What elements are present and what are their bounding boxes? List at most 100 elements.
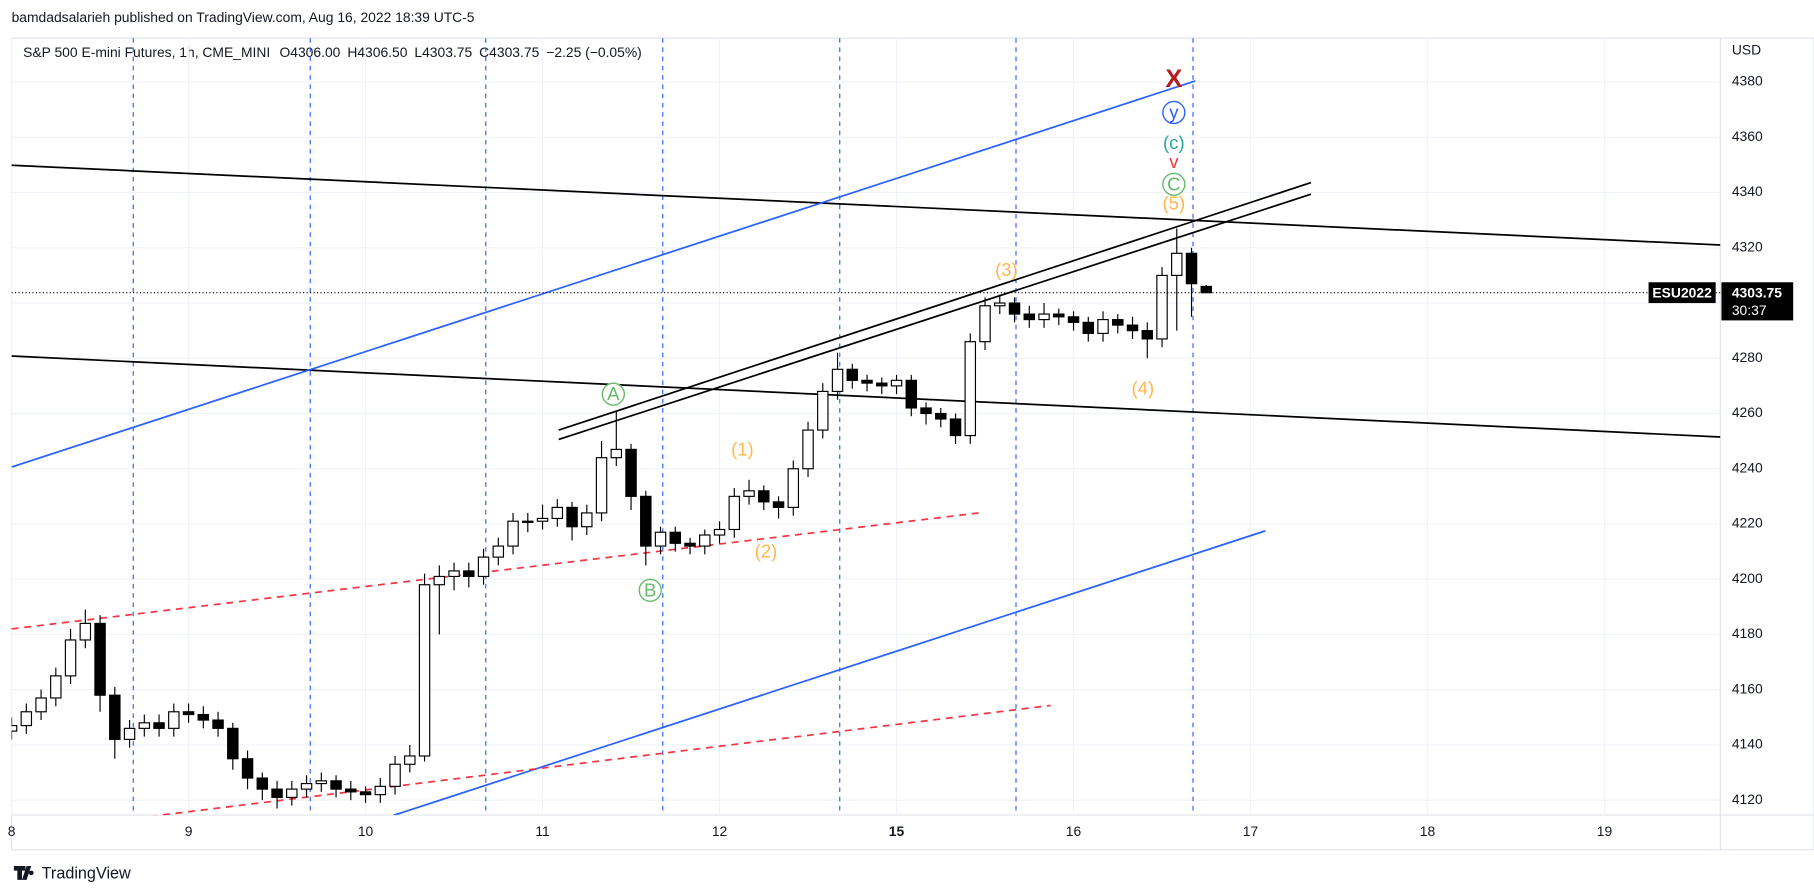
candle-body: [345, 788, 357, 793]
candle-body: [581, 512, 593, 528]
published-note: bamdadsalarieh published on TradingView.…: [12, 9, 475, 25]
footer: TradingView: [13, 864, 131, 882]
candle-body: [846, 368, 859, 381]
y-tick-label: 4180: [1732, 625, 1763, 641]
wave-label: v: [1169, 151, 1179, 172]
candle-body: [551, 506, 564, 520]
annotation-circle: [1162, 100, 1186, 125]
y-tick-label: 4360: [1732, 128, 1763, 144]
candle-body: [758, 490, 770, 503]
y-tick-label: 4380: [1732, 73, 1763, 89]
y-tick-label: 4280: [1732, 349, 1763, 365]
axes: 4120414041604180420042204240426042804300…: [8, 73, 1794, 839]
trend-line: [11, 511, 984, 630]
candle-body: [802, 429, 814, 470]
candle-body: [890, 379, 903, 387]
wave-label: (c): [1163, 132, 1185, 153]
candle-body: [566, 506, 578, 528]
candle-body: [359, 791, 372, 796]
candle-body: [979, 305, 991, 343]
candle-body: [522, 520, 534, 523]
footer-brand: TradingView: [42, 864, 131, 882]
candle-body: [669, 531, 682, 544]
candle-body: [831, 368, 844, 392]
candle-body: [640, 495, 652, 547]
candle-body: [271, 788, 283, 798]
ohlc-value: C4303.75: [479, 44, 539, 60]
candle-body: [123, 727, 136, 740]
candle-body: [477, 556, 490, 578]
candle-body: [1082, 321, 1095, 334]
trend-line: [154, 704, 1051, 816]
x-tick-label: 16: [1066, 823, 1082, 839]
candle-body: [64, 639, 77, 677]
x-tick-label: 9: [185, 823, 193, 839]
plot: Xy (c)vC(5) (3) (4) (1) (2) A B: [11, 38, 1721, 816]
candle-body: [1112, 319, 1124, 326]
y-tick-label: 4120: [1732, 791, 1763, 807]
candle-body: [1067, 316, 1080, 323]
ohlc-value: −2.25 (−0.05%): [546, 44, 642, 60]
candle-body: [300, 783, 313, 790]
candle-body: [389, 763, 401, 787]
y-tick-label: 4200: [1732, 570, 1763, 586]
candle-body: [20, 711, 33, 727]
candle-body: [728, 495, 741, 531]
wave-label: A: [607, 383, 620, 404]
candle-body: [212, 719, 224, 729]
candle-body: [1023, 313, 1036, 321]
y-tick-label: 4260: [1732, 404, 1763, 420]
countdown: 30:37: [1732, 302, 1767, 318]
y-tick-label: 4220: [1732, 515, 1763, 531]
trend-line: [558, 181, 1312, 431]
last-price: 4303.75: [1732, 284, 1782, 300]
candle-body: [964, 341, 977, 437]
x-tick-label: 12: [712, 823, 728, 839]
candle-body: [595, 457, 608, 514]
y-tick-label: 4140: [1732, 736, 1763, 752]
y-tick-label: 4160: [1732, 680, 1763, 696]
candle-body: [743, 490, 755, 497]
candle-body: [227, 727, 239, 760]
candle-body: [315, 780, 328, 785]
x-tick-label: 10: [358, 823, 374, 839]
wave-label: C: [1167, 173, 1180, 194]
candle-body: [182, 711, 195, 716]
candle-body: [713, 528, 726, 536]
candle-body: [492, 545, 505, 558]
candle-body: [610, 448, 623, 459]
candle-body: [507, 520, 519, 547]
candle-body: [536, 517, 549, 522]
candle-body: [256, 777, 269, 790]
candle-body: [817, 390, 829, 431]
candle-body: [1126, 324, 1139, 332]
x-tick-label: 18: [1420, 823, 1436, 839]
candle-body: [684, 542, 696, 547]
candle-body: [1156, 274, 1168, 340]
candle-body: [1141, 330, 1154, 340]
chart-frame: [10, 37, 1814, 851]
annotation-circle: [601, 382, 626, 406]
candle-body: [935, 412, 947, 420]
annotation-circle: [638, 578, 662, 602]
y-tick-label: 4340: [1732, 183, 1763, 199]
x-tick-label: 19: [1597, 823, 1613, 839]
candle-body: [94, 622, 106, 696]
candle-body: [1097, 319, 1109, 334]
candle-body: [463, 570, 475, 578]
candle-body: [197, 713, 210, 721]
grid: [10, 38, 1721, 816]
candle-body: [79, 622, 92, 641]
candle-body: [920, 407, 932, 415]
candle-body: [1200, 285, 1213, 294]
candle-body: [772, 501, 785, 508]
candle-body: [374, 785, 387, 796]
candle-body: [1171, 252, 1183, 276]
candle-body: [1038, 313, 1050, 321]
trend-line: [558, 193, 1312, 441]
price-tag: [1721, 282, 1794, 321]
candle-body: [1053, 313, 1065, 318]
symbol-tag: [1648, 282, 1716, 304]
candle-body: [241, 758, 254, 779]
